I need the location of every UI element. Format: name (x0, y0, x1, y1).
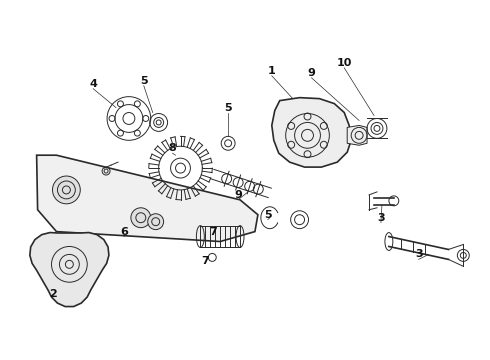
Text: 5: 5 (224, 103, 232, 113)
Polygon shape (30, 233, 109, 307)
Text: 6: 6 (120, 226, 128, 237)
Circle shape (52, 176, 80, 204)
Text: 5: 5 (264, 210, 271, 220)
Text: 4: 4 (89, 79, 97, 89)
Text: 1: 1 (268, 66, 276, 76)
Text: 9: 9 (308, 68, 316, 78)
Polygon shape (347, 125, 367, 145)
Text: 8: 8 (169, 143, 176, 153)
Text: 7: 7 (209, 226, 217, 237)
Polygon shape (272, 98, 351, 167)
Text: 10: 10 (337, 58, 352, 68)
Text: 3: 3 (415, 249, 422, 260)
Polygon shape (37, 155, 258, 242)
Text: 9: 9 (234, 190, 242, 200)
Circle shape (131, 208, 151, 228)
Text: 7: 7 (201, 256, 209, 266)
Text: 2: 2 (49, 289, 57, 299)
Circle shape (148, 214, 164, 230)
Text: 3: 3 (377, 213, 385, 223)
Text: 5: 5 (140, 76, 147, 86)
